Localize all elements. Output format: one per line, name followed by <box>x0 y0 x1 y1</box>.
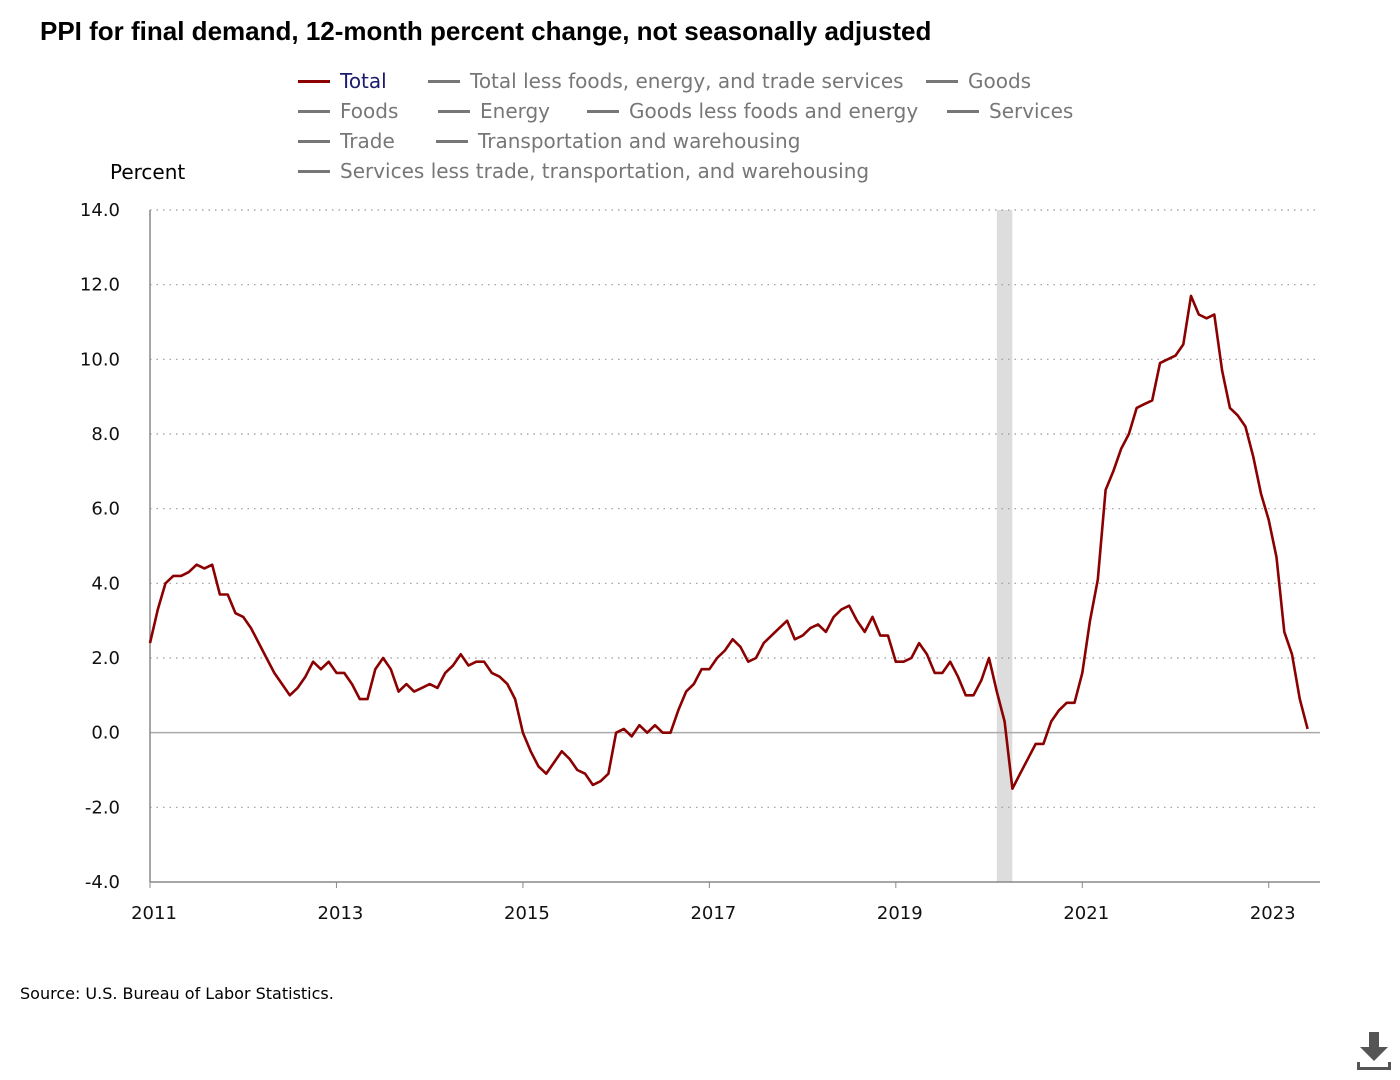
legend-item-transportation-warehousing[interactable]: Transportation and warehousing <box>436 129 800 153</box>
legend-item-services-less-trade-transport[interactable]: Services less trade, transportation, and… <box>298 159 869 183</box>
legend-swatch <box>298 109 330 113</box>
y-tick-label: -4.0 <box>85 872 120 893</box>
x-tick-label: 2013 <box>318 903 364 924</box>
legend-swatch <box>428 79 460 83</box>
y-tick-label: 4.0 <box>91 573 120 594</box>
legend-swatch <box>436 139 468 143</box>
legend-item-trade[interactable]: Trade <box>298 129 395 153</box>
line-chart: 14.0 12.0 10.0 8.0 6.0 4.0 2.0 0.0 -2.0 -4.0 2011 2… <box>80 200 1320 924</box>
legend-label: Goods <box>968 69 1032 93</box>
x-tick-label: 2011 <box>131 903 177 924</box>
source-note: Source: U.S. Bureau of Labor Statistics. <box>20 984 334 1003</box>
legend-label: Transportation and warehousing <box>478 129 801 153</box>
y-tick-label: 2.0 <box>91 648 120 669</box>
legend-swatch <box>298 79 330 83</box>
legend-swatch <box>947 109 979 113</box>
legend-item-goods[interactable]: Goods <box>926 69 1031 93</box>
y-axis-label: Percent <box>110 160 186 184</box>
legend-label: Energy <box>480 99 551 123</box>
legend-label: Goods less foods and energy <box>629 99 919 123</box>
legend-item-energy[interactable]: Energy <box>438 99 550 123</box>
chart-title: PPI for final demand, 12-month percent c… <box>40 16 932 46</box>
legend-swatch <box>298 139 330 143</box>
legend-item-total-less-foods-energy-trade[interactable]: Total less foods, energy, and trade serv… <box>428 69 904 93</box>
y-tick-label: 14.0 <box>80 200 120 221</box>
recession-band <box>996 210 1013 882</box>
legend-item-goods-less-foods-energy[interactable]: Goods less foods and energy <box>587 99 918 123</box>
legend-label: Total <box>340 69 387 93</box>
legend-swatch <box>438 109 470 113</box>
y-tick-label: 6.0 <box>91 499 120 520</box>
y-tick-label: 0.0 <box>91 723 120 744</box>
legend-item-services[interactable]: Services <box>947 99 1073 123</box>
y-tick-label: 8.0 <box>91 424 120 445</box>
legend-label: Services <box>989 99 1074 123</box>
legend-swatch <box>298 169 330 173</box>
legend-label: Trade <box>340 129 395 153</box>
legend-swatch <box>587 109 619 113</box>
legend-label: Foods <box>340 99 399 123</box>
legend-swatch <box>926 79 958 83</box>
download-arrow-icon[interactable] <box>1354 1030 1394 1072</box>
y-tick-label: 12.0 <box>80 275 120 296</box>
x-tick-label: 2023 <box>1250 903 1296 924</box>
legend-item-total[interactable]: Total <box>298 69 387 93</box>
x-tick-label: 2015 <box>504 903 550 924</box>
x-tick-label: 2019 <box>877 903 923 924</box>
legend-label: Services less trade, transportation, and… <box>340 159 870 183</box>
series-line-total <box>148 294 1309 791</box>
x-tick-label: 2017 <box>690 903 736 924</box>
y-tick-label: 10.0 <box>80 349 120 370</box>
y-tick-label: -2.0 <box>85 797 120 818</box>
legend-item-foods[interactable]: Foods <box>298 99 398 123</box>
legend-label: Total less foods, energy, and trade serv… <box>470 69 904 93</box>
x-tick-label: 2021 <box>1063 903 1109 924</box>
